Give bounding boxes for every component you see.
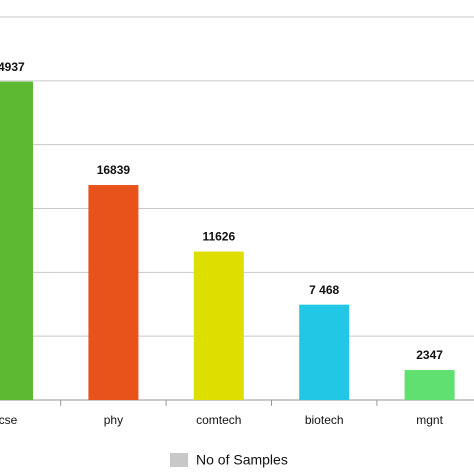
x-tick-label: cse: [0, 413, 18, 427]
value-label: 7 468: [309, 283, 339, 297]
bar: [0, 81, 33, 400]
value-label: 16839: [97, 163, 131, 177]
bar: [88, 185, 139, 400]
bar: [404, 370, 455, 400]
x-tick-label: comtech: [196, 413, 241, 427]
value-label: 2347: [416, 348, 443, 362]
x-tick-label: mgnt: [416, 413, 443, 427]
bar: [193, 251, 244, 400]
legend-swatch: [170, 453, 188, 467]
x-tick-label: biotech: [305, 413, 344, 427]
value-label: 24937: [0, 60, 25, 74]
bar: [299, 304, 350, 400]
legend-label: No of Samples: [196, 452, 288, 468]
x-tick-label: phy: [104, 413, 123, 427]
value-label: 11626: [202, 230, 235, 244]
